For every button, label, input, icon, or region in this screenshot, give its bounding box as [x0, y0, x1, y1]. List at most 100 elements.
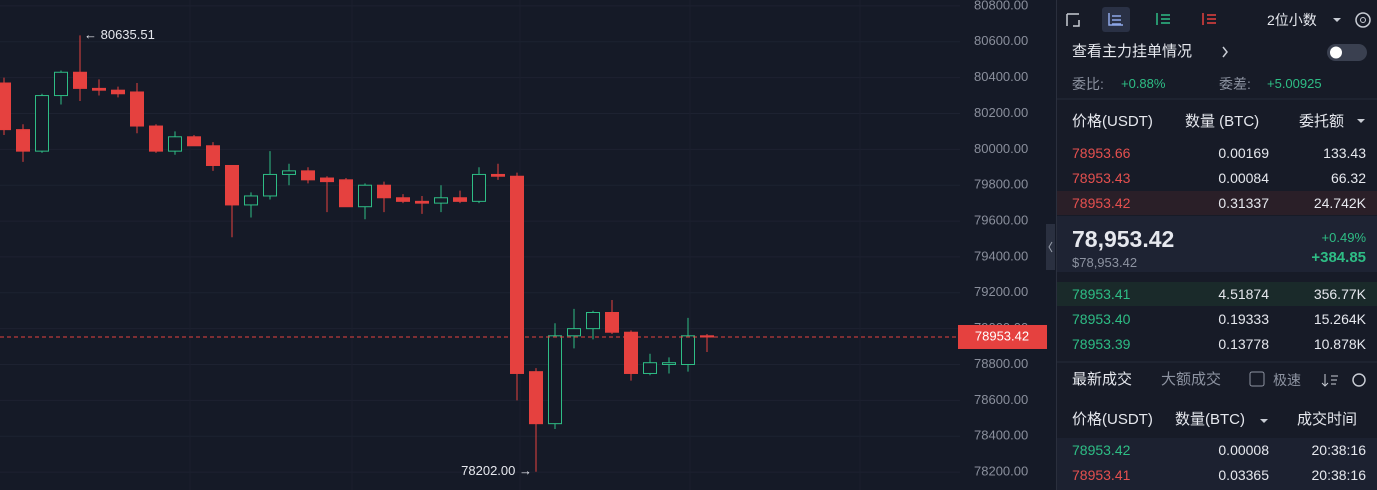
- y-tick-label: 79400.00: [974, 248, 1028, 263]
- amount: 4.51874: [1218, 286, 1269, 302]
- candle-body: [415, 200, 429, 204]
- price: 78953.41: [1072, 467, 1131, 483]
- diff-label: 委差:: [1219, 76, 1251, 92]
- candle-body: [529, 371, 543, 425]
- candle-body: [16, 129, 30, 152]
- column-header: 数量 (BTC): [1185, 113, 1260, 130]
- amount: 0.00084: [1218, 170, 1269, 186]
- change-pct: +0.49%: [1321, 230, 1366, 245]
- candle-body: [92, 87, 106, 91]
- candle-body: [662, 362, 676, 365]
- layout-icon: [1108, 13, 1123, 26]
- chart: 80800.00 80600.00 80400.00 80200.00 80000.00…: [0, 0, 1055, 490]
- y-tick-label: 78200.00: [974, 464, 1028, 479]
- candle-body: [510, 175, 524, 374]
- candle-body: [605, 312, 619, 333]
- candle-body: [434, 197, 448, 204]
- trades-tab[interactable]: 大额成交: [1161, 371, 1222, 388]
- collapse-handle[interactable]: [1046, 224, 1055, 270]
- candle-body: [453, 197, 467, 202]
- candle-body: [263, 173, 277, 197]
- chevron[interactable]: [1222, 46, 1228, 58]
- panel-icons: [1057, 7, 1377, 490]
- diff: +5.00925: [1267, 76, 1322, 91]
- candle-body: [54, 71, 68, 97]
- chart-bg: [0, 0, 1055, 490]
- candle-body: [130, 91, 144, 127]
- candle-body: [111, 89, 125, 95]
- candle-body: [35, 95, 49, 152]
- column-header[interactable]: 数量(BTC): [1175, 411, 1245, 428]
- amount: 0.31337: [1218, 195, 1269, 211]
- candle-body: [244, 195, 258, 206]
- price: 78953.66: [1072, 145, 1131, 161]
- low-label: 78202.00 →: [461, 463, 532, 478]
- amount: 0.03365: [1218, 467, 1269, 483]
- candle-body: [472, 173, 486, 202]
- settings-icon: [1360, 17, 1366, 23]
- row-highlight: [1057, 191, 1377, 215]
- total: 10.878K: [1313, 336, 1366, 352]
- candle-body: [491, 173, 505, 177]
- y-tick-label: 80400.00: [974, 69, 1028, 84]
- candle-body: [168, 136, 182, 152]
- amount: 0.00169: [1218, 145, 1269, 161]
- orderbook-link[interactable]: 查看主力挂单情况: [1072, 43, 1193, 60]
- y-tick-label: 78400.00: [974, 428, 1028, 443]
- fast-label[interactable]: 极速: [1273, 372, 1301, 388]
- column-header[interactable]: 委托额: [1299, 113, 1345, 130]
- candle-body: [567, 328, 581, 337]
- candle-body: [396, 197, 410, 202]
- y-tick-label: 78800.00: [974, 356, 1028, 371]
- price: 78953.40: [1072, 311, 1131, 327]
- sort-icon[interactable]: [1321, 374, 1338, 387]
- price: 78953.43: [1072, 170, 1131, 186]
- row-highlight: [1057, 282, 1377, 306]
- candle-body: [624, 331, 638, 374]
- candle-body: [0, 82, 11, 131]
- last-price-usd: $78,953.42: [1072, 255, 1138, 270]
- y-tick-label: 80800.00: [974, 0, 1028, 12]
- toggle-knob: [1330, 46, 1342, 59]
- side-panel: 2位小数 查看主力挂单情况 委比: +0.88% 委差: +5.00925 价格…: [1056, 0, 1377, 490]
- candle-body: [320, 177, 334, 183]
- total: 356.77K: [1313, 286, 1366, 302]
- dropdown-icon[interactable]: [1260, 419, 1268, 423]
- candle-body: [681, 335, 695, 365]
- last-price-label: 78953.42: [975, 328, 1029, 343]
- settings-icon[interactable]: [1352, 373, 1366, 387]
- price: 78953.41: [1072, 286, 1131, 302]
- precision[interactable]: 2位小数: [1267, 12, 1317, 28]
- y-tick-label: 79600.00: [974, 213, 1028, 228]
- candle-body: [187, 136, 201, 147]
- amount: 0.19333: [1218, 311, 1269, 327]
- column-header: 价格(USDT): [1072, 411, 1153, 428]
- trades-tab[interactable]: 最新成交: [1072, 371, 1133, 388]
- dropdown-icon[interactable]: [1333, 18, 1341, 22]
- candle-body: [225, 164, 239, 206]
- layout-icon[interactable]: [1156, 13, 1170, 25]
- amount: 0.13778: [1218, 336, 1269, 352]
- layout-icon[interactable]: [1066, 13, 1080, 27]
- checkbox[interactable]: [1249, 371, 1265, 387]
- y-tick-label: 78600.00: [974, 392, 1028, 407]
- candle-body: [206, 145, 220, 166]
- settings-icon[interactable]: [1355, 12, 1371, 28]
- y-tick-label: 80200.00: [974, 105, 1028, 120]
- candle-body: [358, 184, 372, 208]
- trades-bg: [1057, 438, 1377, 490]
- candle-body: [377, 184, 391, 199]
- price-block-bg: [1057, 216, 1377, 272]
- total: 15.264K: [1313, 311, 1366, 327]
- candle-body: [282, 170, 296, 175]
- change: +384.85: [1311, 249, 1366, 266]
- dropdown-icon[interactable]: [1357, 119, 1365, 123]
- candle-body: [586, 312, 600, 330]
- total: 133.43: [1323, 145, 1366, 161]
- handle-icon: [1048, 241, 1053, 253]
- price: 78953.39: [1072, 336, 1131, 352]
- total: 66.32: [1330, 170, 1366, 186]
- candle-body: [149, 125, 163, 152]
- layout-icon[interactable]: [1202, 13, 1216, 25]
- y-tick-label: 80600.00: [974, 33, 1028, 48]
